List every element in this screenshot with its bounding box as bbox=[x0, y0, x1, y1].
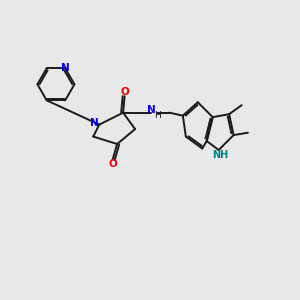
Text: NH: NH bbox=[212, 150, 228, 161]
Text: N: N bbox=[146, 105, 155, 115]
Text: O: O bbox=[108, 159, 117, 169]
Text: N: N bbox=[90, 118, 99, 128]
Text: H: H bbox=[154, 112, 160, 121]
Text: O: O bbox=[120, 87, 129, 97]
Text: N: N bbox=[61, 63, 70, 73]
